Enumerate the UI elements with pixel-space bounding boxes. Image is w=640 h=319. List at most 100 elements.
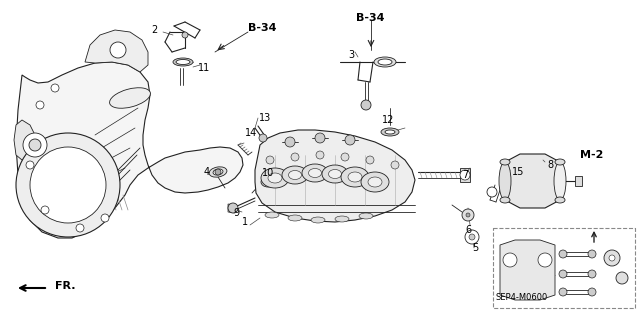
Text: 13: 13 xyxy=(259,113,271,123)
Circle shape xyxy=(182,32,188,38)
Circle shape xyxy=(616,272,628,284)
Ellipse shape xyxy=(500,159,510,165)
Polygon shape xyxy=(16,62,243,238)
Text: M-2: M-2 xyxy=(580,150,604,160)
Circle shape xyxy=(30,147,106,223)
Circle shape xyxy=(366,156,374,164)
Ellipse shape xyxy=(361,172,389,192)
Ellipse shape xyxy=(555,159,565,165)
Circle shape xyxy=(316,151,324,159)
Text: 9: 9 xyxy=(234,208,240,218)
Circle shape xyxy=(462,209,474,221)
Polygon shape xyxy=(505,154,560,208)
Ellipse shape xyxy=(374,57,396,67)
Circle shape xyxy=(487,187,497,197)
Ellipse shape xyxy=(385,130,395,134)
Circle shape xyxy=(559,250,567,258)
Circle shape xyxy=(604,250,620,266)
Circle shape xyxy=(609,255,615,261)
Ellipse shape xyxy=(288,215,302,221)
Bar xyxy=(493,228,635,308)
Circle shape xyxy=(29,139,41,151)
Circle shape xyxy=(76,224,84,232)
Circle shape xyxy=(315,133,325,143)
Circle shape xyxy=(466,213,470,217)
Text: 15: 15 xyxy=(512,167,524,177)
Circle shape xyxy=(259,134,267,142)
Ellipse shape xyxy=(311,217,325,223)
Text: 8: 8 xyxy=(547,160,553,170)
Circle shape xyxy=(503,253,517,267)
Text: 4: 4 xyxy=(204,167,210,177)
Ellipse shape xyxy=(261,168,289,188)
Circle shape xyxy=(266,156,274,164)
Text: 1: 1 xyxy=(242,217,248,227)
Ellipse shape xyxy=(555,197,565,203)
Ellipse shape xyxy=(322,165,348,183)
Text: 7: 7 xyxy=(461,170,468,180)
Circle shape xyxy=(588,270,596,278)
Circle shape xyxy=(101,214,109,222)
Ellipse shape xyxy=(335,216,349,222)
Polygon shape xyxy=(14,120,35,160)
Ellipse shape xyxy=(213,169,223,175)
Circle shape xyxy=(345,135,355,145)
Ellipse shape xyxy=(265,212,279,218)
Circle shape xyxy=(538,253,552,267)
Text: 5: 5 xyxy=(472,243,478,253)
Circle shape xyxy=(465,230,479,244)
Circle shape xyxy=(285,137,295,147)
Ellipse shape xyxy=(381,128,399,136)
Text: 11: 11 xyxy=(198,63,211,73)
Circle shape xyxy=(559,288,567,296)
Ellipse shape xyxy=(289,170,301,180)
Ellipse shape xyxy=(209,167,227,177)
Text: B-34: B-34 xyxy=(356,13,385,23)
Circle shape xyxy=(110,42,126,58)
Circle shape xyxy=(559,270,567,278)
Polygon shape xyxy=(575,176,582,186)
Text: 3: 3 xyxy=(348,50,354,60)
Circle shape xyxy=(588,288,596,296)
Circle shape xyxy=(51,84,59,92)
Circle shape xyxy=(460,170,470,180)
Ellipse shape xyxy=(499,162,511,200)
Polygon shape xyxy=(85,30,148,72)
Text: 14: 14 xyxy=(245,128,257,138)
Polygon shape xyxy=(255,130,415,222)
Circle shape xyxy=(469,234,475,240)
Ellipse shape xyxy=(368,177,382,187)
Polygon shape xyxy=(460,168,470,182)
Polygon shape xyxy=(228,204,236,213)
Circle shape xyxy=(36,101,44,109)
Ellipse shape xyxy=(302,164,328,182)
Circle shape xyxy=(265,179,271,185)
Circle shape xyxy=(291,153,299,161)
Text: 6: 6 xyxy=(466,225,472,235)
Ellipse shape xyxy=(378,59,392,65)
Text: 2: 2 xyxy=(152,25,158,35)
Text: 12: 12 xyxy=(382,115,394,125)
Ellipse shape xyxy=(109,88,150,108)
Polygon shape xyxy=(500,240,555,300)
Circle shape xyxy=(341,153,349,161)
Ellipse shape xyxy=(328,169,342,179)
Text: 10: 10 xyxy=(262,168,275,178)
Ellipse shape xyxy=(176,60,190,64)
Circle shape xyxy=(41,206,49,214)
Circle shape xyxy=(26,161,34,169)
Circle shape xyxy=(23,133,47,157)
Ellipse shape xyxy=(282,166,308,184)
Circle shape xyxy=(228,203,238,213)
Circle shape xyxy=(16,133,120,237)
Circle shape xyxy=(215,169,221,175)
Ellipse shape xyxy=(348,172,362,182)
Text: B-34: B-34 xyxy=(248,23,276,33)
Ellipse shape xyxy=(268,173,282,183)
Ellipse shape xyxy=(554,162,566,200)
Circle shape xyxy=(391,161,399,169)
Ellipse shape xyxy=(341,167,369,187)
Ellipse shape xyxy=(500,197,510,203)
Ellipse shape xyxy=(173,58,193,66)
Circle shape xyxy=(361,100,371,110)
